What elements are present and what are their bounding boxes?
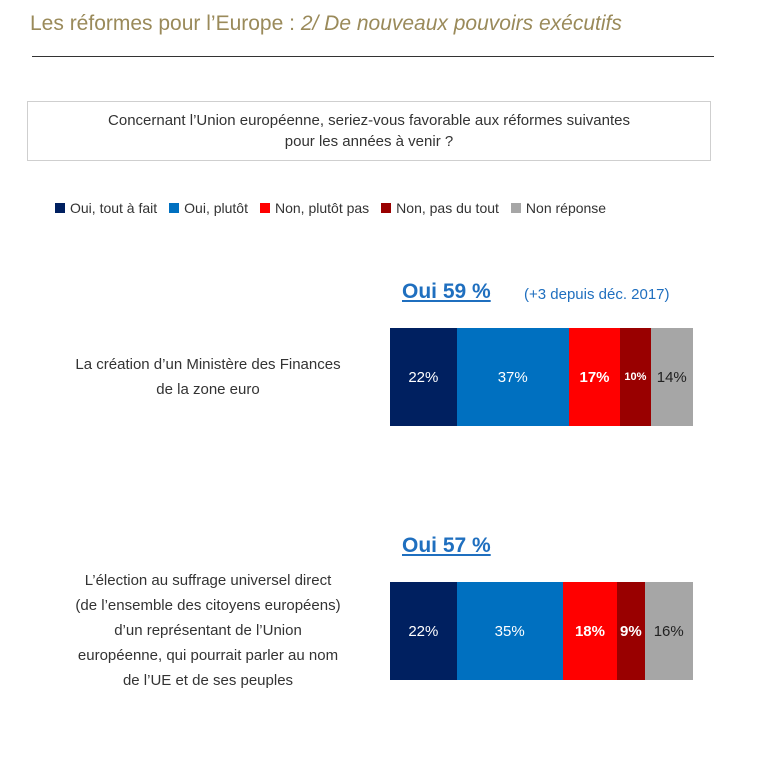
oui-total-label-2: Oui 57 % <box>402 534 491 557</box>
bar-segment-oui-plutot: 37% <box>456 328 569 426</box>
bar-segment-non-plutot-pas: 17% <box>568 328 621 426</box>
category-label-line: européenne, qui pourrait parler au nom <box>77 647 339 664</box>
bar-segment-oui-plutot: 35% <box>456 582 563 680</box>
question-line-1: Concernant l’Union européenne, seriez-vo… <box>108 112 630 129</box>
data-label: 22% <box>408 622 439 640</box>
bar-segment-non-pas-du-tout: 10% <box>620 328 651 426</box>
data-label: 18% <box>574 622 605 640</box>
title-divider <box>32 56 714 57</box>
legend-item-oui-tout-a-fait: Oui, tout à fait <box>55 200 157 216</box>
title-subtitle: 2/ De nouveaux pouvoirs exécutifs <box>300 12 622 35</box>
legend-item-non-pas-du-tout: Non, pas du tout <box>381 200 499 216</box>
category-label-2: L’élection au suffrage universel direct … <box>38 568 378 693</box>
stacked-bar-2: 22% 35% 18% 9% 16% <box>390 582 693 680</box>
legend-label: Non réponse <box>525 200 607 216</box>
category-label-line: L’élection au suffrage universel direct <box>84 572 332 589</box>
oui-total-label-1: Oui 59 % <box>402 280 491 303</box>
category-label-1: La création d’un Ministère des Finances … <box>38 352 378 402</box>
chart-legend: Oui, tout à fait Oui, plutôt Non, plutôt… <box>55 200 618 216</box>
legend-label: Oui, tout à fait <box>70 200 158 216</box>
legend-swatch <box>260 203 270 213</box>
legend-item-oui-plutot: Oui, plutôt <box>169 200 248 216</box>
legend-swatch <box>510 203 521 213</box>
bar-segment-non-reponse: 14% <box>650 328 693 426</box>
legend-label: Oui, plutôt <box>184 200 248 216</box>
data-label: 14% <box>656 368 687 386</box>
legend-label: Non, pas du tout <box>396 200 499 216</box>
data-label: 22% <box>408 368 439 386</box>
legend-label: Non, plutôt pas <box>275 200 370 216</box>
bar-segment-non-plutot-pas: 18% <box>562 582 618 680</box>
stacked-bar-1: 22% 37% 17% 10% 14% <box>390 328 693 426</box>
legend-swatch <box>381 203 392 213</box>
bar-segment-oui-tout-a-fait: 22% <box>390 328 457 426</box>
legend-swatch <box>55 203 65 213</box>
title-main: Les réformes pour l’Europe <box>30 12 284 35</box>
data-label: 16% <box>653 622 684 640</box>
bar-segment-oui-tout-a-fait: 22% <box>390 582 457 680</box>
question-box: Concernant l’Union européenne, seriez-vo… <box>27 101 711 161</box>
legend-item-non-plutot-pas: Non, plutôt pas <box>260 200 369 216</box>
category-label-line: d’un représentant de l’Union <box>114 622 302 639</box>
data-label: 35% <box>494 622 525 640</box>
oui-change-note-1: (+3 depuis déc. 2017) <box>524 286 670 303</box>
data-label: 9% <box>620 622 642 640</box>
data-label: 37% <box>497 368 528 386</box>
bar-segment-non-pas-du-tout: 9% <box>617 582 645 680</box>
category-label-line: de l’UE et de ses peuples <box>122 672 294 689</box>
category-label-line: (de l’ensemble des citoyens européens) <box>75 597 341 614</box>
category-label-line: La création d’un Ministère des Finances <box>75 356 341 373</box>
legend-item-non-reponse: Non réponse <box>510 200 607 216</box>
bar-segment-non-reponse: 16% <box>644 582 693 680</box>
data-label: 17% <box>579 368 610 386</box>
category-label-line: de la zone euro <box>156 381 260 398</box>
data-label: 10% <box>624 371 647 383</box>
page-title: Les réformes pour l’Europe : 2/ De nouve… <box>30 12 622 36</box>
title-separator: : <box>283 12 301 35</box>
question-line-2: pour les années à venir ? <box>284 133 454 150</box>
legend-swatch <box>169 203 180 213</box>
